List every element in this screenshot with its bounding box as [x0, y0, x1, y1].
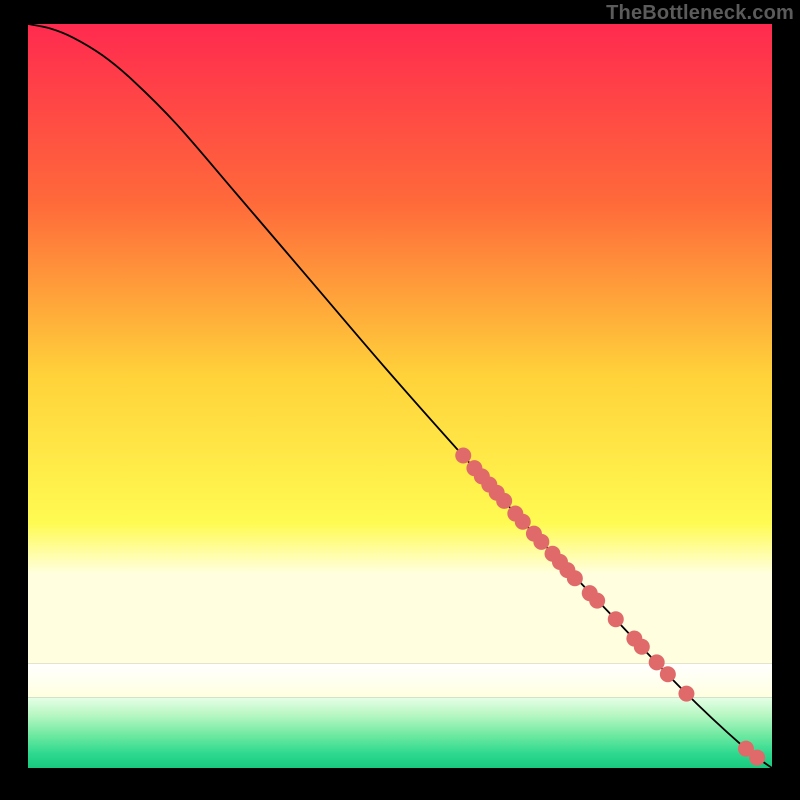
- scatter-point: [515, 514, 531, 530]
- scatter-point: [496, 493, 512, 509]
- scatter-point: [533, 534, 549, 550]
- plot-svg: [28, 24, 772, 768]
- bg-green-band: [28, 697, 772, 768]
- chart-container: TheBottleneck.com: [0, 0, 800, 800]
- plot-area: [28, 24, 772, 768]
- scatter-point: [455, 448, 471, 464]
- bg-top: [28, 24, 772, 664]
- scatter-point: [634, 639, 650, 655]
- scatter-point: [608, 611, 624, 627]
- scatter-point: [589, 593, 605, 609]
- watermark: TheBottleneck.com: [606, 2, 794, 25]
- scatter-point: [660, 666, 676, 682]
- scatter-point: [749, 750, 765, 766]
- scatter-point: [567, 570, 583, 586]
- scatter-point: [649, 654, 665, 670]
- scatter-point: [678, 686, 694, 702]
